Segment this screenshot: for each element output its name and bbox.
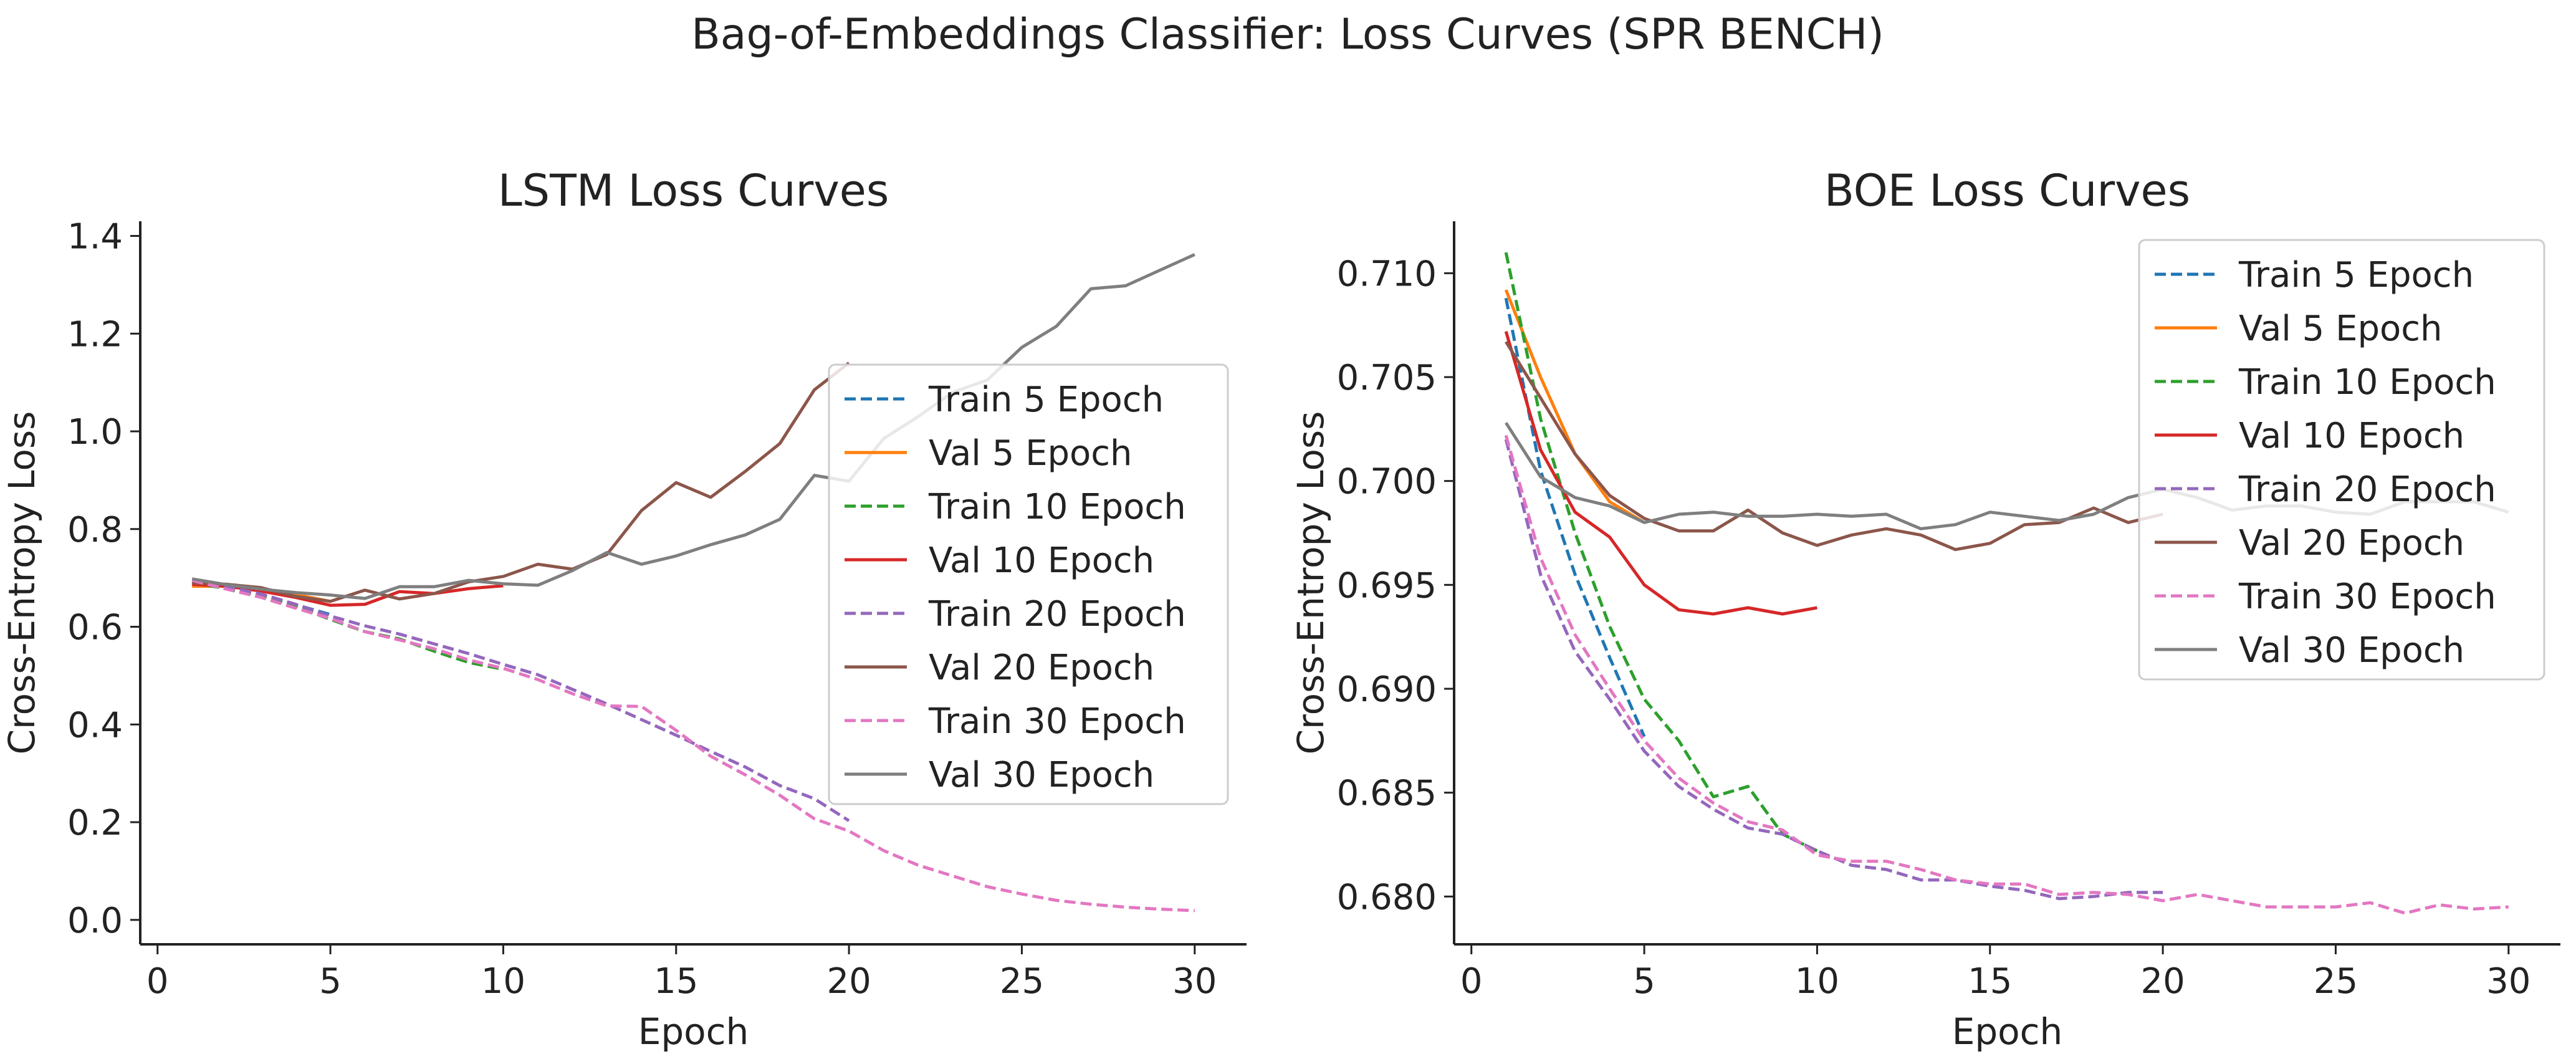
lstm-y-tick-label: 0.0 [67, 901, 123, 941]
boe-legend-label: Val 10 Epoch [2239, 416, 2464, 456]
boe-y-axis-label: Cross-Entropy Loss [1290, 411, 1332, 755]
lstm-legend-label: Train 20 Epoch [928, 594, 1186, 635]
lstm-series-line-val-10-epoch [192, 582, 504, 607]
lstm-x-axis-label: Epoch [638, 1010, 749, 1053]
boe-y-tick-label: 0.700 [1337, 462, 1437, 502]
lstm-x-tick-label: 10 [481, 961, 525, 1002]
boe-x-tick-label: 15 [1968, 961, 2012, 1002]
boe-y-tick-label: 0.680 [1337, 877, 1437, 918]
boe-y-tick-label: 0.685 [1337, 774, 1437, 814]
lstm-y-tick-label: 0.2 [67, 803, 123, 843]
boe-legend-box [2138, 239, 2545, 681]
lstm-y-tick-label: 1.0 [67, 412, 123, 453]
lstm-x-tick-label: 30 [1172, 961, 1217, 1002]
boe-legend-label: Train 30 Epoch [2238, 577, 2496, 617]
lstm-y-tick-label: 0.4 [67, 705, 123, 745]
boe-y-tick-label: 0.705 [1337, 358, 1437, 398]
boe-series-line-train-5-epoch [1504, 297, 1646, 737]
boe-legend-label: Train 20 Epoch [2238, 469, 2496, 510]
lstm-y-tick-label: 1.2 [67, 314, 123, 355]
boe-chart-title: BOE Loss Curves [1824, 165, 2190, 216]
boe-x-tick-label: 20 [2140, 961, 2185, 1002]
boe-series-line-train-30-epoch [1504, 434, 2509, 915]
lstm-x-tick-label: 5 [319, 961, 342, 1002]
lstm-y-tick-label: 0.6 [67, 608, 123, 648]
boe-x-tick-label: 25 [2314, 961, 2358, 1002]
lstm-y-axis-label: Cross-Entropy Loss [1, 411, 43, 755]
boe-y-tick-label: 0.695 [1337, 565, 1437, 606]
boe-series-line-train-20-epoch [1504, 439, 2163, 901]
boe-legend-label: Val 30 Epoch [2239, 630, 2464, 671]
lstm-x-tick-label: 25 [1000, 961, 1044, 1002]
boe-legend-label: Train 5 Epoch [2238, 255, 2474, 295]
boe-series-line-val-10-epoch [1504, 330, 1817, 616]
boe-x-tick-label: 30 [2486, 961, 2531, 1002]
boe-legend-label: Val 5 Epoch [2239, 309, 2443, 349]
lstm-x-tick-label: 20 [826, 961, 871, 1002]
lstm-y-tick-label: 0.8 [67, 510, 123, 550]
lstm-loss-panel: LSTM Loss Curves 0 5 10 15 20 25 30 0.0 0.2 0.4 0.6… [1, 165, 1247, 1053]
boe-x-tick-label: 5 [1633, 961, 1655, 1002]
boe-x-tick-label: 10 [1795, 961, 1839, 1002]
lstm-series-line-val-20-epoch [192, 362, 850, 603]
lstm-legend-label: Train 30 Epoch [928, 701, 1186, 742]
figure-suptitle: Bag-of-Embeddings Classifier: Loss Curve… [691, 10, 1884, 59]
lstm-legend-label: Val 30 Epoch [929, 755, 1154, 795]
lstm-legend-label: Val 20 Epoch [929, 648, 1154, 688]
lstm-legend-label: Val 5 Epoch [929, 433, 1132, 474]
lstm-series-line-val-30-epoch [191, 253, 1195, 600]
lstm-legend-label: Train 5 Epoch [928, 380, 1164, 420]
lstm-chart-title: LSTM Loss Curves [498, 165, 889, 216]
boe-legend-label: Train 10 Epoch [2238, 362, 2496, 403]
boe-y-tick-label: 0.710 [1337, 254, 1437, 294]
lstm-y-tick-label: 1.4 [67, 217, 123, 257]
lstm-x-tick-label: 15 [654, 961, 698, 1002]
boe-series-line-val-20-epoch [1505, 340, 2163, 552]
boe-y-tick-label: 0.690 [1337, 669, 1437, 710]
lstm-legend-label: Train 10 Epoch [928, 487, 1186, 527]
boe-legend-label: Val 20 Epoch [2239, 523, 2464, 563]
lstm-legend-box [828, 363, 1229, 805]
lstm-series-line-train-20-epoch [191, 580, 850, 822]
boe-series-line-train-10-epoch [1504, 252, 1818, 853]
lstm-x-tick-label: 0 [146, 961, 169, 1002]
lstm-legend-label: Val 10 Epoch [929, 540, 1154, 581]
boe-loss-panel: BOE Loss Curves 0 5 10 15 20 25 30 0.680 0.685 0.6… [1290, 165, 2560, 1053]
boe-x-axis-label: Epoch [1952, 1010, 2063, 1053]
boe-x-tick-label: 0 [1460, 961, 1483, 1002]
